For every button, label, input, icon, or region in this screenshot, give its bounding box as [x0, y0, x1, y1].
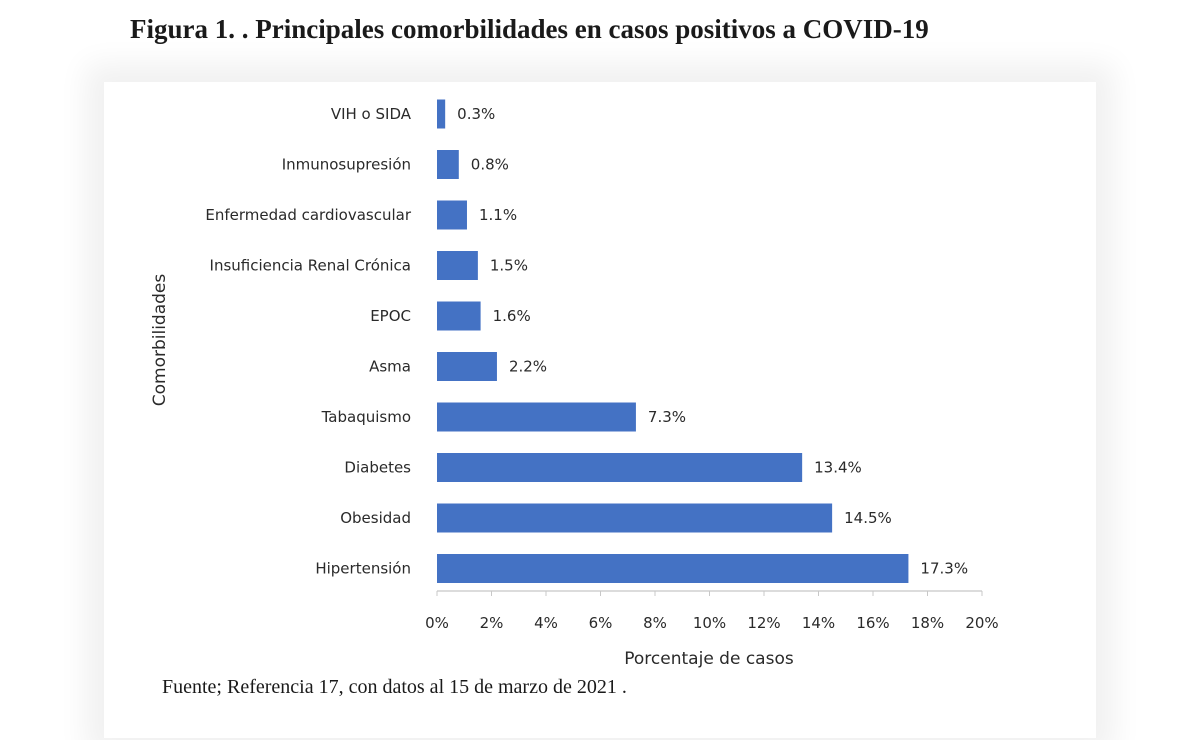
bar: [437, 251, 478, 280]
category-label: Enfermedad cardiovascular: [205, 206, 411, 224]
value-label: 1.5%: [490, 257, 528, 275]
category-label: EPOC: [370, 307, 411, 325]
category-label: Obesidad: [340, 509, 411, 527]
value-label: 7.3%: [648, 408, 686, 426]
value-label: 1.1%: [479, 206, 517, 224]
bar: [437, 200, 467, 230]
x-tick-label: 0%: [425, 614, 449, 632]
bar: [437, 99, 446, 129]
x-tick-label: 10%: [693, 614, 726, 632]
category-label: Insuficiencia Renal Crónica: [210, 257, 411, 275]
category-label: Asma: [369, 358, 411, 376]
value-label: 14.5%: [844, 509, 892, 527]
x-tick-label: 20%: [965, 614, 998, 632]
x-tick-label: 6%: [589, 614, 613, 632]
y-axis-label: Comorbilidades: [150, 274, 170, 407]
bar: [437, 503, 833, 533]
figure-source: Fuente; Referencia 17, con datos al 15 d…: [162, 676, 627, 698]
x-tick-label: 18%: [911, 614, 944, 632]
category-label: VIH o SIDA: [331, 105, 412, 123]
x-tick-label: 8%: [643, 614, 667, 632]
category-label: Tabaquismo: [321, 408, 411, 426]
value-label: 0.3%: [457, 105, 495, 123]
value-label: 0.8%: [471, 156, 509, 174]
bar: [437, 150, 459, 179]
x-tick-label: 12%: [747, 614, 780, 632]
value-label: 2.2%: [509, 358, 547, 376]
x-tick-label: 14%: [802, 614, 835, 632]
x-tick-label: 4%: [534, 614, 558, 632]
value-label: 13.4%: [814, 459, 862, 477]
x-tick-label: 16%: [856, 614, 889, 632]
value-label: 17.3%: [920, 560, 968, 578]
bar: [437, 554, 909, 583]
category-label: Inmunosupresión: [282, 156, 411, 174]
figure-title: Figura 1. . Principales comorbilidades e…: [130, 14, 929, 44]
category-label: Hipertensión: [315, 560, 411, 578]
bar: [437, 352, 497, 381]
bar: [437, 301, 481, 331]
x-axis-label: Porcentaje de casos: [624, 649, 794, 669]
bar: [437, 453, 803, 482]
x-tick-label: 2%: [480, 614, 504, 632]
bar: [437, 402, 636, 432]
category-label: Diabetes: [344, 459, 411, 477]
value-label: 1.6%: [493, 307, 531, 325]
